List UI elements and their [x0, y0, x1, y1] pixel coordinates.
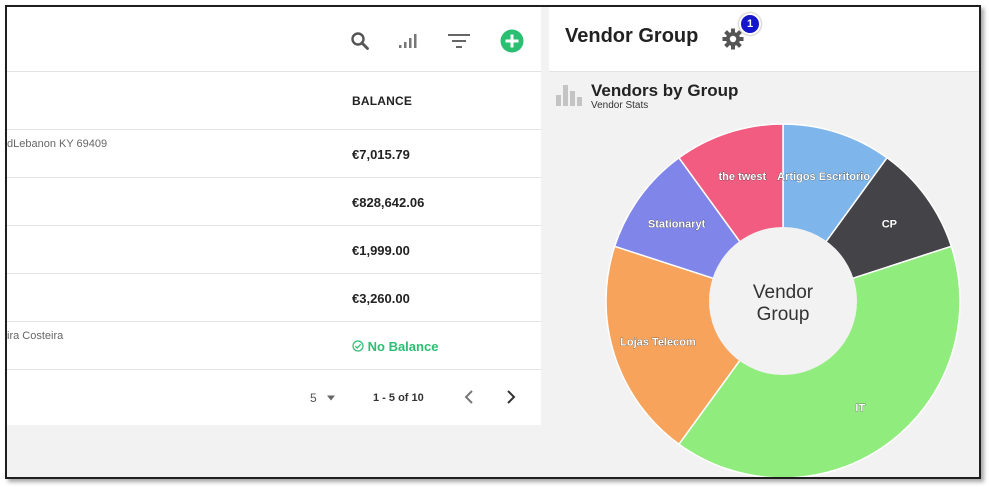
table-row[interactable]: dLebanon KY 69409 €7,015.79	[7, 130, 541, 178]
pie-slice-label: the twest	[719, 171, 767, 183]
table-row[interactable]: €3,260.00	[7, 274, 541, 322]
center-label-line-1: Vendor	[753, 282, 814, 303]
vendor-address: ira Costeira	[7, 330, 64, 342]
chart-area: Vendors by Group Vendor Stats Artigos Es…	[549, 71, 979, 477]
page-range: 1 - 5 of 10	[373, 392, 424, 404]
table-row[interactable]: €1,999.00	[7, 226, 541, 274]
no-balance-label: No Balance	[367, 339, 439, 354]
next-page-button[interactable]	[504, 389, 518, 410]
chart-title: Vendors by Group	[591, 81, 739, 100]
no-balance-status: No Balance	[352, 339, 438, 354]
pagination: 5 1 - 5 of 10	[7, 369, 541, 425]
chart-subtitle: Vendor Stats	[591, 100, 649, 111]
pie-slice-label: Stationaryt	[648, 219, 706, 231]
vendor-balance: €7,015.79	[352, 147, 410, 162]
vendor-balance: €1,999.00	[352, 243, 410, 258]
vendor-balance: €3,260.00	[352, 291, 410, 306]
search-icon[interactable]	[348, 29, 372, 53]
pie-slice-label: Artigos Escritorio	[777, 171, 870, 183]
bar-chart-icon	[555, 81, 583, 112]
table-row[interactable]: €828,642.06	[7, 178, 541, 226]
panel-title: Vendor Group	[565, 25, 699, 47]
pie-slice-label: Lojas Telecom	[620, 337, 696, 349]
vendor-address: dLebanon KY 69409	[7, 138, 108, 150]
chevron-left-icon	[464, 390, 473, 404]
center-label-line-2: Group	[757, 304, 810, 325]
table-header: BALANCE	[7, 71, 541, 130]
balance-column-header[interactable]: BALANCE	[352, 94, 413, 108]
vendor-list-panel: BALANCE dLebanon KY 69409 €7,015.79 €828…	[7, 7, 541, 425]
pie-slice-label: CP	[882, 219, 897, 231]
pie-center-hole	[709, 227, 857, 375]
table-row[interactable]: ira Costeira No Balance	[7, 322, 541, 370]
list-toolbar	[7, 7, 541, 72]
filter-icon[interactable]	[447, 29, 471, 53]
window-frame: BALANCE dLebanon KY 69409 €7,015.79 €828…	[5, 5, 981, 479]
pie-slice-label: IT	[855, 402, 865, 414]
vendor-group-header: Vendor Group 1	[549, 7, 979, 72]
vendor-group-pie-chart: Artigos Escritorio CP IT Lojas Telecom Stati…	[605, 123, 961, 477]
gear-icon	[722, 28, 744, 50]
settings-button[interactable]	[721, 27, 745, 51]
rows-per-page-value: 5	[310, 391, 317, 405]
caret-down-icon	[327, 395, 336, 401]
vendor-balance: €828,642.06	[352, 195, 425, 210]
prev-page-button[interactable]	[463, 389, 477, 410]
chevron-right-icon	[507, 390, 516, 404]
rows-per-page-select[interactable]: 5	[310, 391, 336, 405]
notification-badge[interactable]: 1	[739, 13, 761, 35]
add-icon[interactable]	[500, 29, 524, 53]
check-circle-icon	[352, 340, 364, 352]
signal-bars-icon[interactable]	[396, 29, 420, 53]
